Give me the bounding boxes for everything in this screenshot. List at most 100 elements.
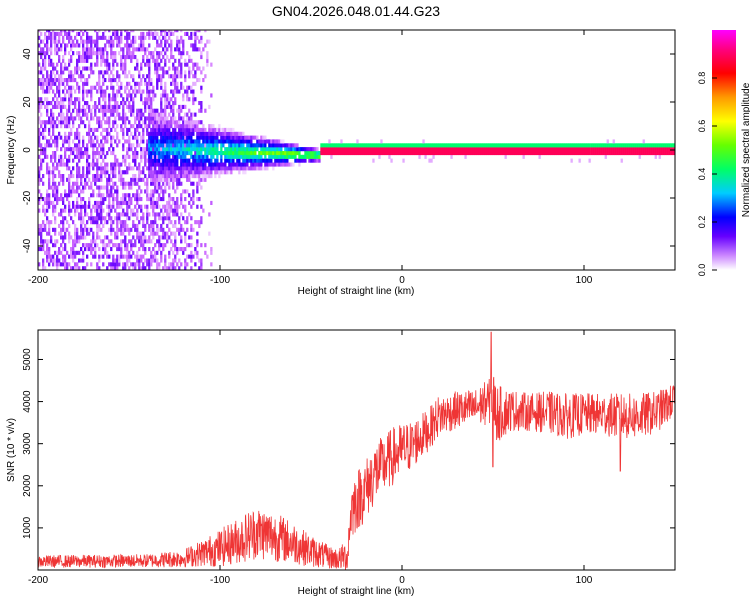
heatmap-cell [184, 266, 187, 270]
heatmap-cell [362, 147, 365, 152]
heatmap-cell [68, 124, 71, 129]
heatmap-cell [128, 47, 131, 52]
heatmap-cell [464, 143, 467, 148]
heatmap-cell [38, 70, 41, 75]
heatmap-cell [112, 51, 115, 56]
heatmap-cell [48, 174, 51, 179]
heatmap-cell [420, 147, 423, 152]
heatmap-cell [44, 55, 47, 60]
heatmap-cell [168, 66, 171, 71]
heatmap-cell [40, 147, 43, 152]
heatmap-cell [156, 120, 159, 125]
heatmap-cell [372, 158, 375, 163]
heatmap-cell [104, 135, 107, 140]
heatmap-cell [160, 124, 163, 129]
heatmap-cell [162, 204, 165, 209]
heatmap-cell [612, 147, 615, 152]
heatmap-cell [54, 204, 57, 209]
heatmap-cell [172, 158, 175, 163]
heatmap-cell [52, 112, 55, 117]
heatmap-cell [182, 143, 185, 148]
heatmap-cell [108, 108, 111, 113]
heatmap-cell [112, 204, 115, 209]
heatmap-cell [192, 43, 195, 48]
heatmap-cell [178, 220, 181, 225]
heatmap-cell [118, 112, 121, 117]
heatmap-cell [182, 216, 185, 221]
heatmap-cell [388, 151, 391, 156]
heatmap-cell [212, 124, 215, 129]
heatmap-cell [290, 151, 293, 156]
heatmap-cell [184, 104, 187, 109]
heatmap-cell [150, 89, 153, 94]
heatmap-cell [134, 177, 137, 182]
heatmap-cell [160, 31, 163, 36]
heatmap-cell [128, 51, 131, 56]
heatmap-cell [62, 89, 65, 94]
heatmap-cell [108, 104, 111, 109]
heatmap-cell [550, 143, 553, 148]
heatmap-cell [64, 154, 67, 159]
heatmap-cell [96, 174, 99, 179]
heatmap-cell [152, 227, 155, 232]
heatmap-cell [86, 131, 89, 136]
heatmap-cell [188, 139, 191, 144]
heatmap-cell [432, 154, 435, 159]
heatmap-cell [186, 227, 189, 232]
heatmap-cell [246, 166, 249, 171]
heatmap-cell [162, 216, 165, 221]
heatmap-cell [186, 131, 189, 136]
heatmap-cell [164, 30, 167, 33]
heatmap-cell [92, 104, 95, 109]
heatmap-cell [422, 143, 425, 148]
heatmap-cell [184, 247, 187, 252]
heatmap-cell [42, 51, 45, 56]
heatmap-cell [116, 189, 119, 194]
heatmap-cell [102, 166, 105, 171]
heatmap-cell [240, 166, 243, 171]
heatmap-cell [106, 131, 109, 136]
heatmap-cell [138, 70, 141, 75]
heatmap-cell [46, 35, 49, 40]
heatmap-cell [270, 162, 273, 167]
heatmap-cell [652, 151, 655, 156]
heatmap-cell [70, 74, 73, 79]
heatmap-cell [104, 58, 107, 63]
heatmap-cell [116, 62, 119, 67]
heatmap-cell [180, 166, 183, 171]
heatmap-cell [142, 266, 145, 270]
heatmap-cell [78, 235, 81, 240]
heatmap-cell [84, 247, 87, 252]
heatmap-cell [136, 127, 139, 132]
heatmap-cell [532, 151, 535, 156]
heatmap-cell [174, 258, 177, 263]
heatmap-cell [70, 185, 73, 190]
heatmap-cell [204, 174, 207, 179]
heatmap-cell [394, 147, 397, 152]
heatmap-cell [174, 74, 177, 79]
heatmap-cell [200, 158, 203, 163]
heatmap-cell [198, 39, 201, 44]
heatmap-cell [74, 89, 77, 94]
heatmap-cell [170, 166, 173, 171]
heatmap-cell [68, 200, 71, 205]
heatmap-cell [76, 143, 79, 148]
heatmap-cell [180, 212, 183, 217]
heatmap-cell [82, 174, 85, 179]
heatmap-cell [474, 147, 477, 152]
heatmap-cell [38, 181, 41, 186]
heatmap-cell [242, 151, 245, 156]
heatmap-cell [110, 266, 113, 270]
heatmap-cell [122, 254, 125, 259]
heatmap-cell [138, 177, 141, 182]
heatmap-cell [114, 101, 117, 106]
heatmap-cell [132, 51, 135, 56]
heatmap-cell [122, 101, 125, 106]
heatmap-cell [80, 151, 83, 156]
heatmap-cell [144, 104, 147, 109]
heatmap-cell [38, 143, 41, 148]
heatmap-cell [154, 47, 157, 52]
heatmap-cell [86, 181, 89, 186]
